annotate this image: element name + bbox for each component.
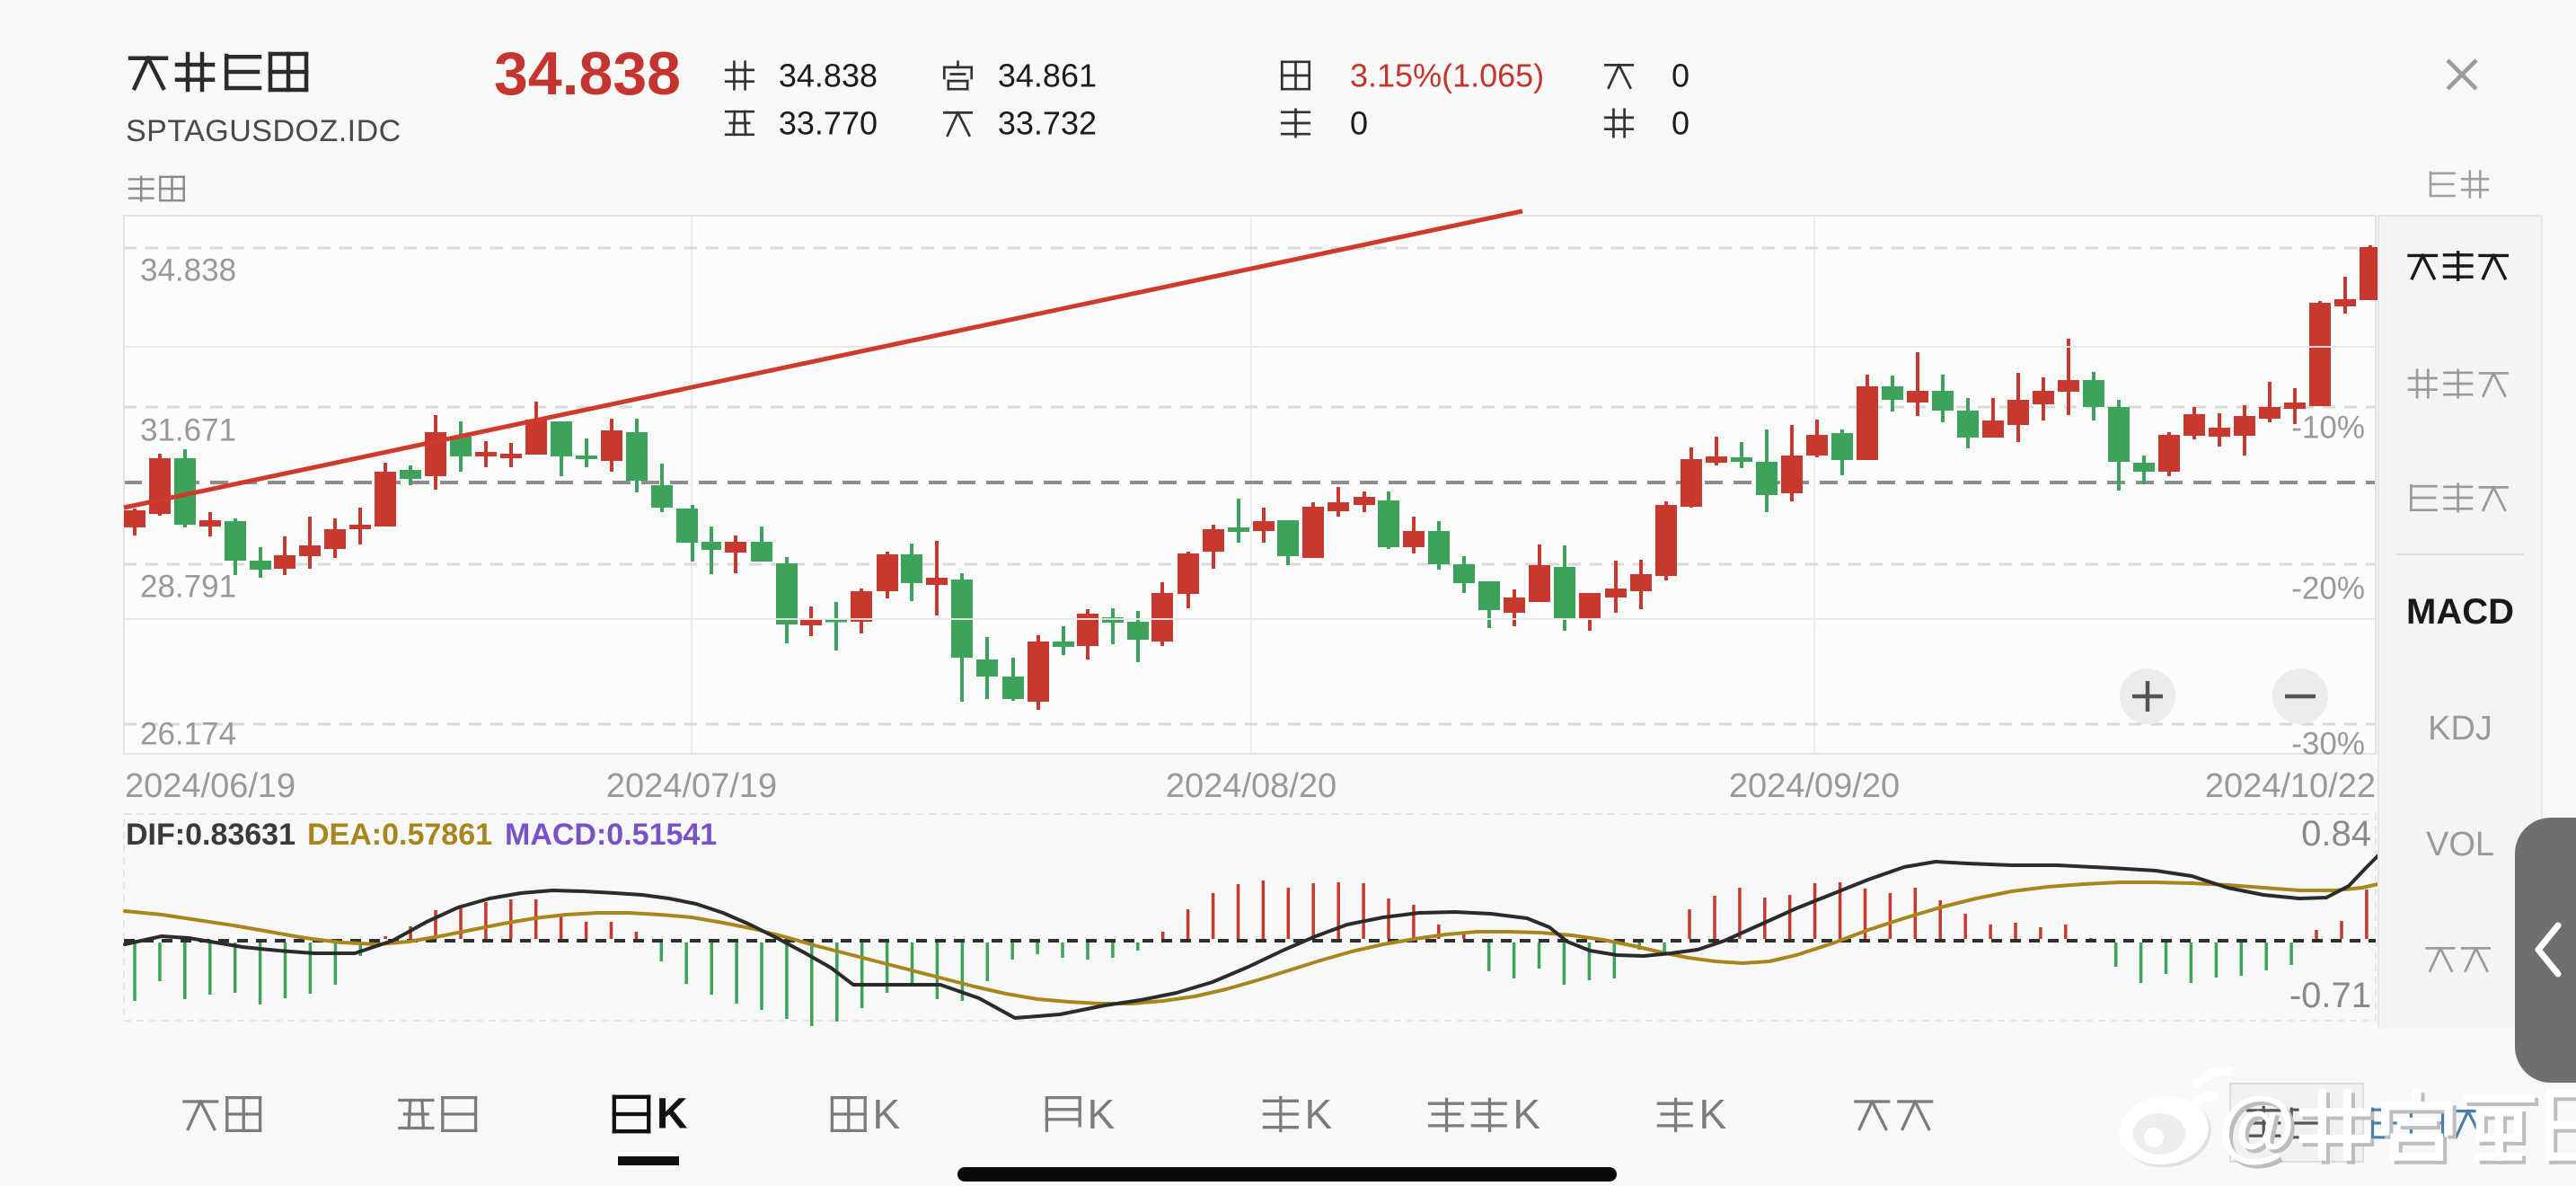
svg-text:31.671: 31.671 — [140, 413, 236, 448]
svg-text:2024/09/20: 2024/09/20 — [1729, 767, 1900, 805]
svg-text:K: K — [1699, 1091, 1727, 1137]
svg-text:3.15%(1.065): 3.15%(1.065) — [1350, 58, 1544, 94]
svg-text:K: K — [1513, 1091, 1540, 1137]
svg-text:K: K — [1088, 1091, 1116, 1137]
svg-text:DEA:0.57861: DEA:0.57861 — [307, 818, 492, 852]
svg-text:@: @ — [2219, 1081, 2296, 1170]
svg-text:26.174: 26.174 — [140, 717, 236, 752]
svg-text:SPTAGUSDOZ.IDC: SPTAGUSDOZ.IDC — [126, 114, 401, 148]
svg-text:34.838: 34.838 — [779, 58, 878, 94]
svg-text:KDJ: KDJ — [2428, 710, 2492, 748]
svg-text:-10%: -10% — [2291, 411, 2365, 446]
svg-text:2024/07/19: 2024/07/19 — [606, 767, 777, 805]
svg-text:34.861: 34.861 — [998, 58, 1097, 94]
svg-text:34.838: 34.838 — [140, 253, 236, 288]
svg-text:-30%: -30% — [2291, 727, 2365, 762]
svg-text:0: 0 — [1672, 58, 1689, 94]
svg-text:VOL: VOL — [2426, 826, 2494, 863]
svg-text:0: 0 — [1672, 105, 1689, 142]
svg-text:2024/08/20: 2024/08/20 — [1166, 767, 1337, 805]
svg-text:-0.71: -0.71 — [2289, 976, 2371, 1015]
svg-text:34.838: 34.838 — [494, 40, 681, 108]
svg-text:MACD:0.51541: MACD:0.51541 — [505, 818, 717, 852]
svg-text:DIF:0.83631: DIF:0.83631 — [126, 818, 296, 852]
svg-text:2024/10/22: 2024/10/22 — [2205, 767, 2376, 805]
svg-text:-20%: -20% — [2291, 571, 2365, 606]
svg-text:K: K — [1305, 1091, 1333, 1137]
svg-text:K: K — [657, 1091, 688, 1138]
svg-text:@: @ — [2222, 1084, 2299, 1173]
svg-text:0.84: 0.84 — [2301, 814, 2371, 854]
svg-text:33.732: 33.732 — [998, 105, 1097, 142]
svg-text:2024/06/19: 2024/06/19 — [125, 767, 296, 805]
svg-text:33.770: 33.770 — [779, 105, 878, 142]
svg-text:K: K — [873, 1091, 901, 1137]
svg-text:28.791: 28.791 — [140, 570, 236, 605]
svg-text:MACD: MACD — [2406, 592, 2514, 632]
svg-text:0: 0 — [1350, 105, 1368, 142]
